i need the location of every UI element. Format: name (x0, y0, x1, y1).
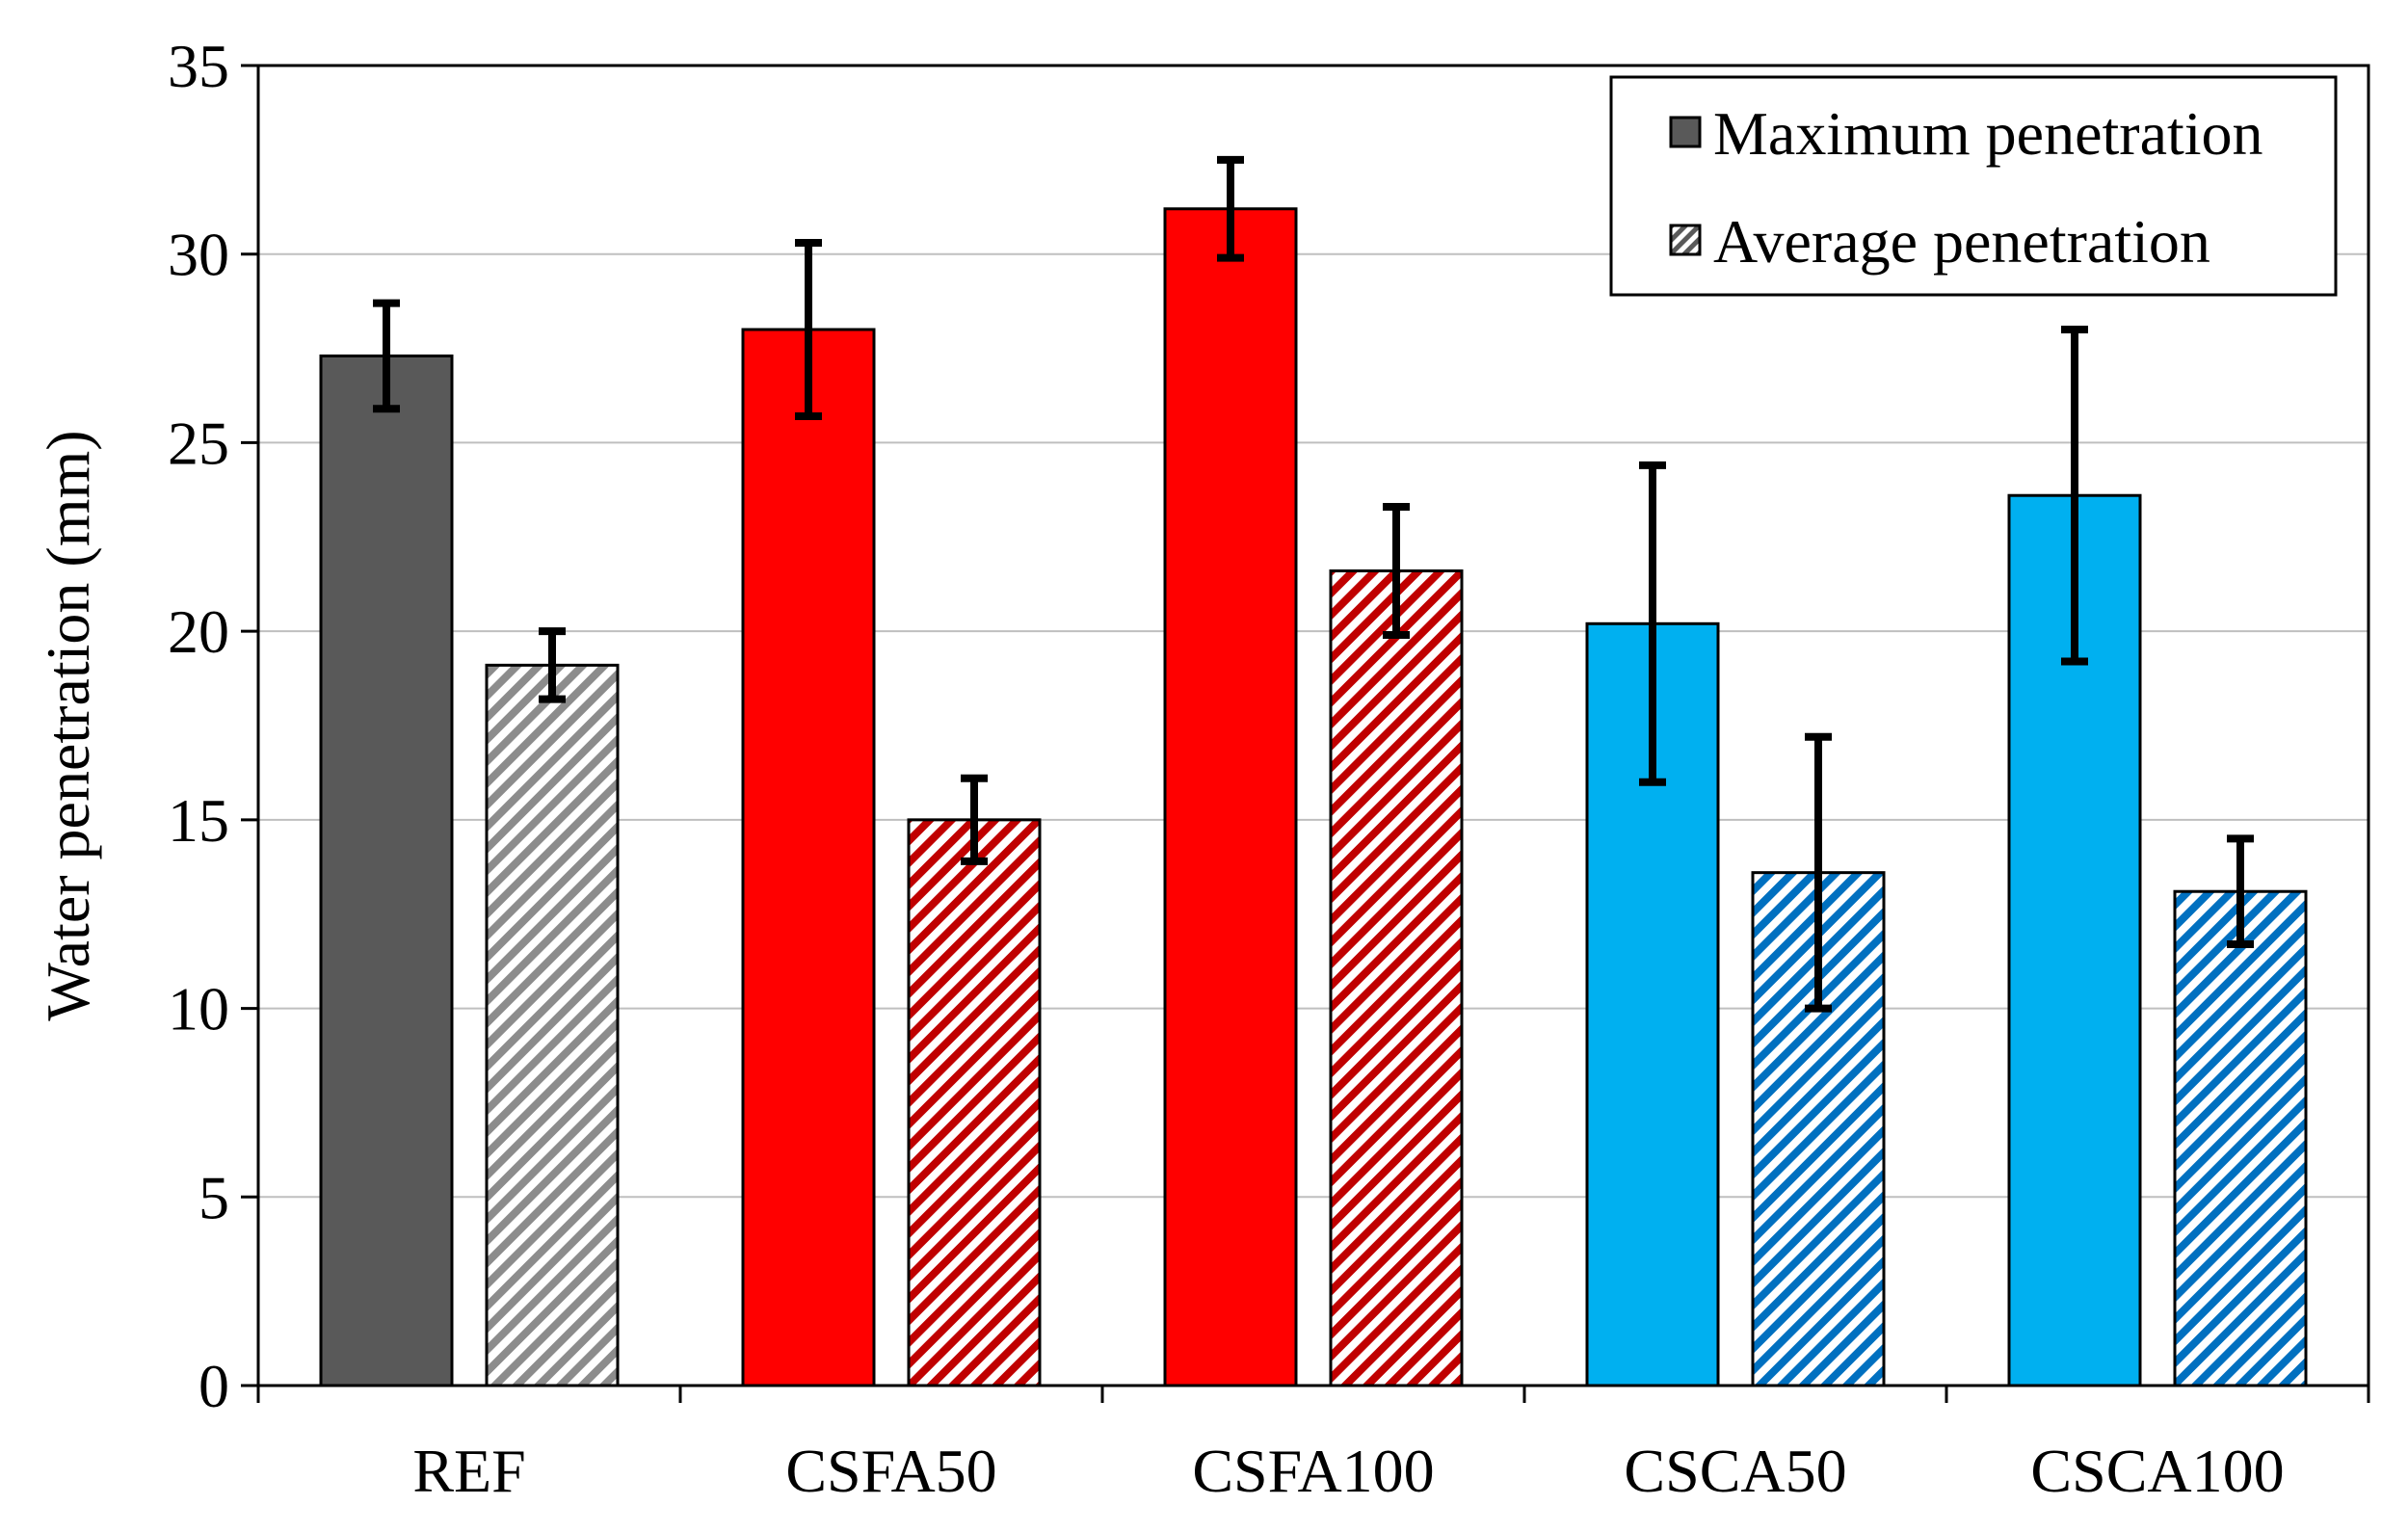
y-tick-label: 15 (168, 786, 229, 855)
bar-csfa50-average (907, 818, 1042, 1387)
y-tick-label: 25 (168, 409, 229, 477)
error-bars (373, 155, 2254, 1013)
error-bar-csca50-maximum (1639, 461, 1666, 786)
legend: Maximum penetration Average penetration (1609, 75, 2338, 297)
y-axis-ticks: 0 5 10 15 20 25 30 35 (168, 32, 258, 1420)
y-axis-title: Water penetration (mm) (34, 430, 102, 1020)
error-bar-csca50-average (1805, 732, 1832, 1013)
legend-swatch-maximum (1669, 116, 1702, 148)
bar-csfa50-maximum (741, 328, 876, 1387)
x-tick-label: CSCA100 (2030, 1437, 2284, 1505)
error-bar-csca100-maximum (2061, 326, 2088, 666)
y-tick-label: 10 (168, 975, 229, 1043)
x-axis-ticks: REF CSFA50 CSFA100 CSCA50 CSCA100 (256, 1386, 2370, 1505)
y-tick-label: 35 (168, 32, 229, 100)
bars (319, 207, 2308, 1387)
bar-csca100-average (2173, 889, 2308, 1387)
x-tick-label: CSFA100 (1192, 1437, 1434, 1505)
x-tick-label: CSCA50 (1624, 1437, 1846, 1505)
legend-label-maximum: Maximum penetration (1713, 99, 2263, 168)
error-bar-csfa50-average (961, 774, 988, 865)
error-bar-csfa100-average (1383, 502, 1410, 640)
y-tick-label: 0 (198, 1352, 229, 1420)
error-bar-csfa50-maximum (795, 238, 822, 421)
y-tick-label: 20 (168, 597, 229, 666)
y-tick-label: 5 (198, 1163, 229, 1231)
error-bar-ref-average (539, 627, 566, 703)
bar-ref-average (485, 663, 620, 1387)
legend-label-average: Average penetration (1713, 207, 2210, 276)
plot-area-frame (256, 64, 2370, 1387)
x-tick-label: CSFA50 (785, 1437, 996, 1505)
error-bar-csfa100-maximum (1217, 155, 1244, 262)
legend-box (1609, 75, 2338, 297)
bar-csfa100-average (1329, 569, 1464, 1387)
x-tick-label: REF (412, 1437, 525, 1505)
y-tick-label: 30 (168, 221, 229, 289)
axes (256, 64, 2370, 1387)
bar-ref-maximum (319, 354, 454, 1387)
legend-swatch-average (1669, 224, 1702, 256)
error-bar-ref-maximum (373, 299, 400, 413)
error-bar-csca100-average (2227, 834, 2254, 949)
bar-csfa100-maximum (1163, 207, 1298, 1387)
